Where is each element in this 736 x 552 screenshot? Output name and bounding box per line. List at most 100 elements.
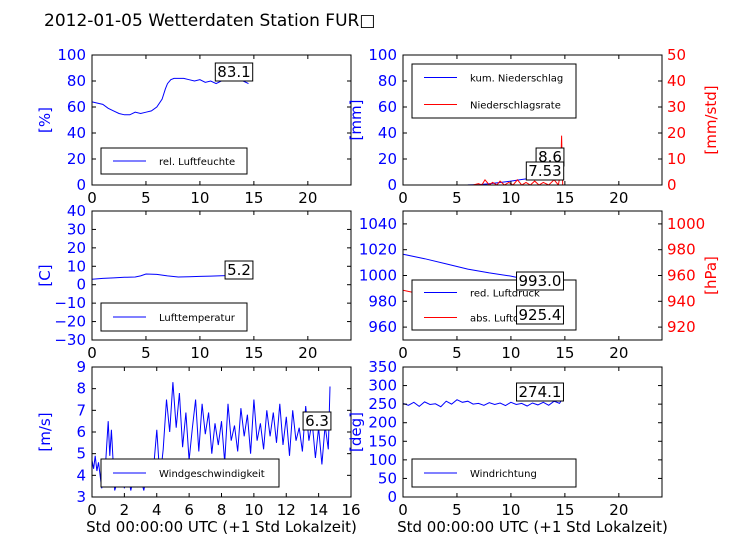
- axes-frame: [91, 54, 352, 186]
- y2-tick-label: 920: [667, 318, 696, 336]
- value-annotation: 83.1: [217, 63, 250, 81]
- axes-frame: [402, 54, 663, 186]
- x-tick-label: 20: [609, 344, 628, 362]
- annotation-box: [516, 382, 564, 402]
- subplot-temperature: 0 5 10 15 20−30−20−10010203040[C]Lufttempera…: [36, 202, 352, 362]
- y-tick-label: 40: [67, 124, 86, 142]
- y-tick-label: 20: [378, 150, 397, 168]
- y2-axis-label: [hPa]: [702, 256, 720, 295]
- x-tick-label: 12: [277, 501, 296, 519]
- x-tick-label: 5: [452, 189, 462, 207]
- annotation-box: [214, 62, 254, 82]
- x-tick-label: 15: [555, 189, 574, 207]
- x-tick-label: 10: [501, 344, 520, 362]
- value-annotation: 7.53: [528, 162, 561, 180]
- x-tick-label: 8: [217, 501, 227, 519]
- y2-tick-label: 980: [667, 241, 696, 259]
- y-tick-label: 80: [378, 72, 397, 90]
- y-tick-label: 6: [76, 423, 86, 441]
- legend-box: [411, 63, 577, 119]
- series-line-windrichtung: [403, 397, 564, 408]
- legend-label: Windrichtung: [470, 469, 537, 480]
- annotation-box: [516, 271, 564, 291]
- y-tick-label: 250: [368, 395, 397, 413]
- subplot-pressure: 0 5 10 15 20 960 980 1000 1020 1040 920 940 960 980 10…: [359, 210, 720, 362]
- y-tick-label: 50: [378, 469, 397, 487]
- x-tick-label: 5: [452, 501, 462, 519]
- y-tick-label: 350: [368, 358, 397, 376]
- y2-tick-label: 50: [667, 46, 686, 64]
- x-tick-label: 0: [87, 501, 97, 519]
- annotation-box: [525, 161, 565, 181]
- x-tick-label: 15: [555, 501, 574, 519]
- x-tick-label: 0: [398, 344, 408, 362]
- annotation-box: [224, 260, 254, 280]
- y2-tick-label: 10: [667, 150, 686, 168]
- x-tick-label: 5: [141, 344, 151, 362]
- x-tick-label: 15: [555, 344, 574, 362]
- y-tick-label: 8: [76, 380, 86, 398]
- y-tick-label: 3: [76, 488, 86, 506]
- y-tick-label: 1040: [359, 215, 397, 233]
- y-tick-label: 200: [368, 414, 397, 432]
- y2-axis-label: [mm/std]: [702, 85, 720, 154]
- subplot-windspeed: 0 2 4 6 8 10 12 14 16 3 4 5 6 7 8 9 [m/s] Std 00:00:00 UT…: [36, 358, 361, 536]
- value-annotation: 6.3: [305, 412, 329, 430]
- axes-frame: [91, 210, 352, 341]
- value-annotation: 274.1: [519, 383, 562, 401]
- y-tick-label: 300: [368, 377, 397, 395]
- y-tick-label: 100: [57, 46, 86, 64]
- subplot-humidity: 0 5 10 15 20 0 20 40 60 80 100 [%] rel. Luftfeuchte 8…: [36, 46, 352, 207]
- value-annotation: 925.4: [519, 306, 562, 324]
- y-tick-label: −20: [54, 313, 86, 331]
- x-tick-label: 10: [244, 501, 263, 519]
- x-tick-label: 0: [87, 189, 97, 207]
- x-tick-label: 15: [244, 344, 263, 362]
- x-axis-label: Std 00:00:00 UTC (+1 Std Lokalzeit): [397, 518, 668, 536]
- y-tick-label: 0: [387, 488, 397, 506]
- y-tick-label: 0: [76, 176, 86, 194]
- legend-label: Niederschlagsrate: [470, 101, 561, 112]
- x-tick-label: 20: [298, 344, 317, 362]
- y-tick-label: 4: [76, 466, 86, 484]
- legend-label: Lufttemperatur: [159, 313, 236, 324]
- y-tick-label: 0: [387, 176, 397, 194]
- y-tick-label: 980: [368, 292, 397, 310]
- y-tick-label: 10: [67, 257, 86, 275]
- subplot-precip: 0 5 10 15 20 0 20 40 60 80 100 0 10 20 30 40 50 [mm] [mm/s…: [347, 46, 720, 207]
- y-tick-label: 960: [368, 318, 397, 336]
- x-tick-label: 20: [609, 501, 628, 519]
- x-tick-label: 2: [120, 501, 130, 519]
- y-axis-label: [deg]: [347, 412, 365, 452]
- y2-tick-label: 20: [667, 124, 686, 142]
- y-tick-label: 5: [76, 445, 86, 463]
- y2-tick-label: 30: [667, 98, 686, 116]
- figure-title: 2012-01-05 Wetterdaten Station FUR□: [44, 11, 375, 31]
- x-tick-label: 10: [501, 189, 520, 207]
- legend-label: kum. Niederschlag: [470, 74, 563, 85]
- x-tick-label: 14: [309, 501, 328, 519]
- y-tick-label: 30: [67, 220, 86, 238]
- x-tick-label: 5: [452, 344, 462, 362]
- y-axis-label: [mm]: [347, 100, 365, 141]
- y-axis-label: [C]: [36, 264, 54, 286]
- value-annotation: 5.2: [227, 261, 251, 279]
- y2-tick-label: 940: [667, 292, 696, 310]
- legend-label: Windgeschwindigkeit: [159, 469, 265, 480]
- x-tick-label: 0: [87, 344, 97, 362]
- x-tick-label: 10: [190, 189, 209, 207]
- y-axis-label: [%]: [36, 107, 54, 133]
- y-tick-label: 40: [67, 202, 86, 220]
- y-tick-label: 100: [368, 451, 397, 469]
- x-tick-label: 15: [244, 189, 263, 207]
- y-tick-label: 20: [67, 239, 86, 257]
- y-tick-label: 7: [76, 401, 86, 419]
- x-tick-label: 4: [152, 501, 162, 519]
- y-tick-label: 40: [378, 124, 397, 142]
- annotation-box: [302, 411, 332, 431]
- x-tick-label: 16: [341, 501, 360, 519]
- y-tick-label: 20: [67, 150, 86, 168]
- y-tick-label: 150: [368, 432, 397, 450]
